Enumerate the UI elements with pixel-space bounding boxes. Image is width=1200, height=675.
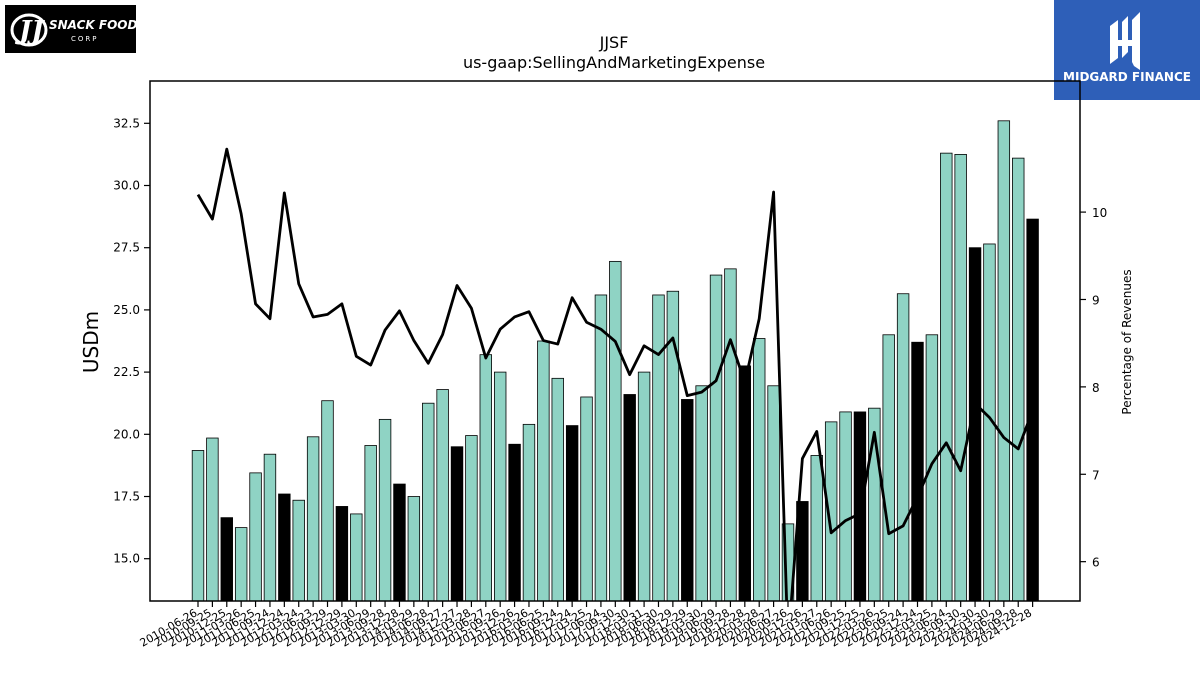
y-tick-label: 20.0	[113, 427, 140, 441]
bar-2022-03-26	[868, 407, 881, 601]
bar-2017-03-25	[580, 396, 593, 601]
bar-2014-06-28	[422, 402, 435, 601]
bar-2018-12-29	[681, 399, 694, 601]
bar-2022-06-25	[882, 334, 895, 601]
bar-2017-06-24	[594, 294, 608, 601]
y-tick-label: 32.5	[113, 116, 140, 130]
bar-2019-06-29	[709, 274, 723, 601]
bar-2015-09-26	[493, 371, 507, 601]
y2-tick-label: 10	[1092, 206, 1107, 220]
y-tick-label: 30.0	[113, 178, 140, 192]
bar-2021-09-25	[839, 411, 852, 601]
bar-2020-03-28	[753, 338, 766, 601]
bar-2019-12-28	[738, 365, 752, 601]
y2-tick-label: 8	[1092, 381, 1100, 395]
chart-subtitle: us-gaap:SellingAndMarketingExpense	[463, 53, 765, 72]
svg-text:MIDGARD FINANCE: MIDGARD FINANCE	[1063, 70, 1191, 84]
bar-2010-06-26	[191, 450, 205, 601]
y-tick-label: 15.0	[113, 552, 140, 566]
y-tick-label: 25.0	[113, 303, 140, 317]
bar-2021-03-27	[810, 455, 823, 601]
bar-2023-03-25	[925, 334, 939, 601]
bar-2023-06-24	[940, 152, 953, 601]
bar-2014-03-29	[407, 496, 421, 601]
y-axis-label: USDm	[79, 311, 103, 373]
bar-2012-12-29	[335, 506, 349, 601]
bar-2011-09-24	[263, 453, 277, 601]
bar-2016-09-24	[551, 377, 564, 601]
line-series-group	[196, 147, 1034, 601]
y2-tick-label: 6	[1092, 556, 1100, 570]
y2-axis-label: Percentage of Revenues	[1120, 269, 1134, 414]
y-tick-label: 17.5	[113, 490, 140, 504]
bar-2019-09-28	[724, 268, 737, 601]
svg-text:SNACK FOODS: SNACK FOODS	[49, 18, 136, 32]
bar-2010-12-25	[220, 517, 233, 601]
bar-2016-06-25	[537, 340, 550, 601]
y2-tick-label: 7	[1092, 468, 1100, 482]
bar-2018-03-31	[637, 371, 651, 601]
midgard-finance-logo: MIDGARD FINANCE	[1054, 0, 1200, 100]
bar-2024-03-30	[983, 243, 996, 601]
svg-text:CORP: CORP	[71, 35, 98, 43]
bar-2014-09-27	[436, 389, 449, 601]
bar-2012-09-29	[321, 400, 334, 601]
bar-2024-06-29	[997, 120, 1011, 601]
bars-group	[191, 120, 1039, 601]
bar-2024-09-28	[1012, 157, 1025, 601]
bar-2013-12-28	[393, 483, 406, 601]
bar-2013-06-29	[364, 445, 377, 601]
bar-2016-12-24	[565, 425, 579, 601]
bar-2020-06-27	[767, 385, 780, 601]
axes-group: 15.017.520.022.525.027.530.032.567891020…	[113, 80, 1107, 650]
bar-2010-09-25	[206, 437, 219, 601]
bar-2015-03-28	[465, 435, 478, 601]
y-tick-label: 27.5	[113, 241, 140, 255]
bar-2023-09-30	[954, 153, 967, 601]
jj-snack-foods-logo: JJ SNACK FOODS CORP	[5, 5, 146, 53]
bar-2017-12-30	[623, 394, 636, 601]
y-tick-label: 22.5	[113, 365, 140, 379]
chart-title: JJSF	[599, 33, 629, 52]
bar-2011-06-25	[249, 472, 262, 601]
bar-2011-03-26	[234, 527, 248, 601]
bar-2019-03-30	[695, 385, 708, 601]
bar-2018-06-30	[652, 294, 665, 601]
bar-2016-03-26	[522, 423, 536, 601]
bar-2017-09-30	[609, 260, 622, 601]
svg-text:JJ: JJ	[14, 16, 45, 46]
bar-2024-12-28	[1026, 218, 1039, 601]
bar-2018-09-29	[666, 290, 680, 601]
bar-2012-03-24	[292, 499, 305, 601]
bar-2022-12-24	[911, 341, 924, 601]
bar-2013-09-28	[378, 418, 392, 601]
bar-2015-06-27	[479, 354, 493, 601]
bar-2012-06-23	[306, 436, 320, 601]
bar-2011-12-24	[278, 493, 291, 601]
percentage-of-revenues-line	[196, 147, 1034, 601]
bar-2022-09-24	[896, 293, 910, 601]
bar-2014-12-27	[450, 446, 464, 601]
bar-2015-12-26	[508, 443, 521, 601]
y2-tick-label: 9	[1092, 293, 1100, 307]
bar-2013-03-30	[350, 513, 363, 601]
